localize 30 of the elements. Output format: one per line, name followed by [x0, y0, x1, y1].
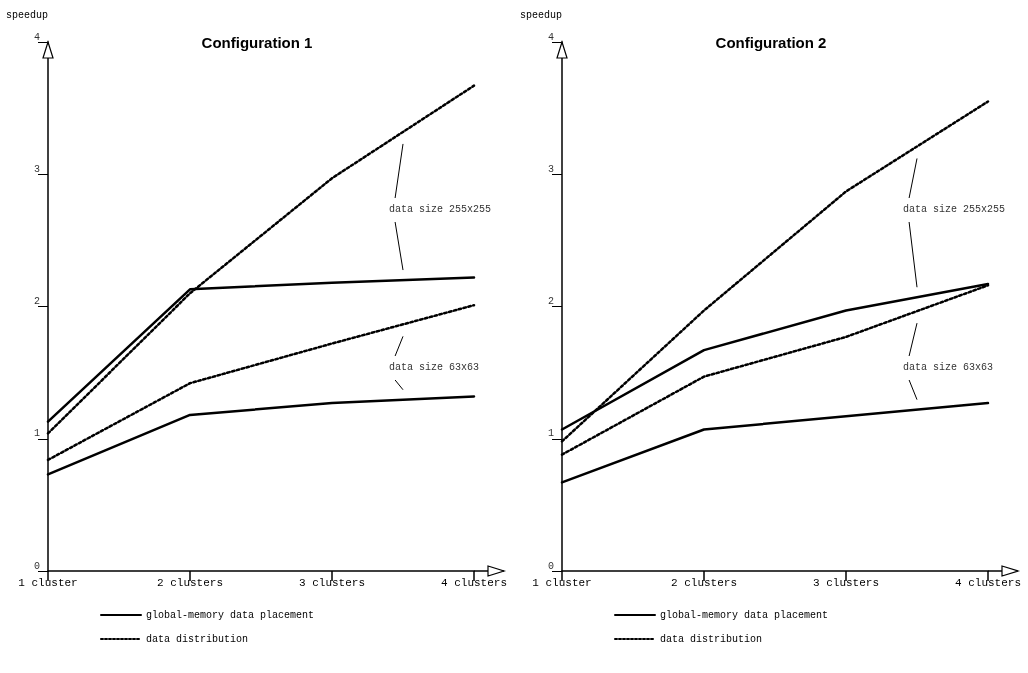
y-tick-label: 4 — [547, 31, 554, 43]
annotation: data size 255x255 — [903, 203, 1006, 215]
chart-title: Configuration 2 — [715, 34, 827, 51]
legend-label: data distribution — [660, 633, 763, 645]
y-tick-label: 2 — [33, 296, 40, 307]
y-tick-label: 0 — [547, 560, 554, 572]
legend-label: global-memory data placement — [146, 609, 315, 621]
x-tick-label: 2 clusters — [670, 576, 738, 589]
legend-label: data distribution — [146, 633, 249, 645]
x-tick-label: 3 clusters — [812, 576, 880, 589]
x-tick-label: 2 clusters — [156, 576, 224, 589]
chart-title: Configuration 1 — [201, 34, 313, 51]
annotation: data size 63x63 — [903, 361, 994, 373]
annotation: data size 63x63 — [389, 361, 480, 373]
x-tick-label: 4 clusters — [440, 576, 508, 589]
y-axis-title: speedup — [519, 9, 562, 21]
y-tick-label: 1 — [547, 428, 554, 440]
y-tick-label: 2 — [547, 296, 554, 307]
x-tick-label: 1 cluster — [532, 576, 592, 589]
annotation: data size 255x255 — [389, 203, 492, 215]
y-tick-label: 1 — [33, 428, 40, 440]
y-tick-label: 3 — [547, 163, 554, 175]
y-tick-label: 0 — [33, 560, 40, 572]
x-tick-label: 3 clusters — [298, 576, 366, 589]
legend-label: global-memory data placement — [660, 609, 829, 621]
y-tick-label: 3 — [33, 163, 40, 175]
x-tick-label: 4 clusters — [954, 576, 1022, 589]
y-tick-label: 4 — [33, 31, 40, 43]
x-tick-label: 1 cluster — [18, 576, 78, 589]
y-axis-title: speedup — [5, 9, 48, 21]
